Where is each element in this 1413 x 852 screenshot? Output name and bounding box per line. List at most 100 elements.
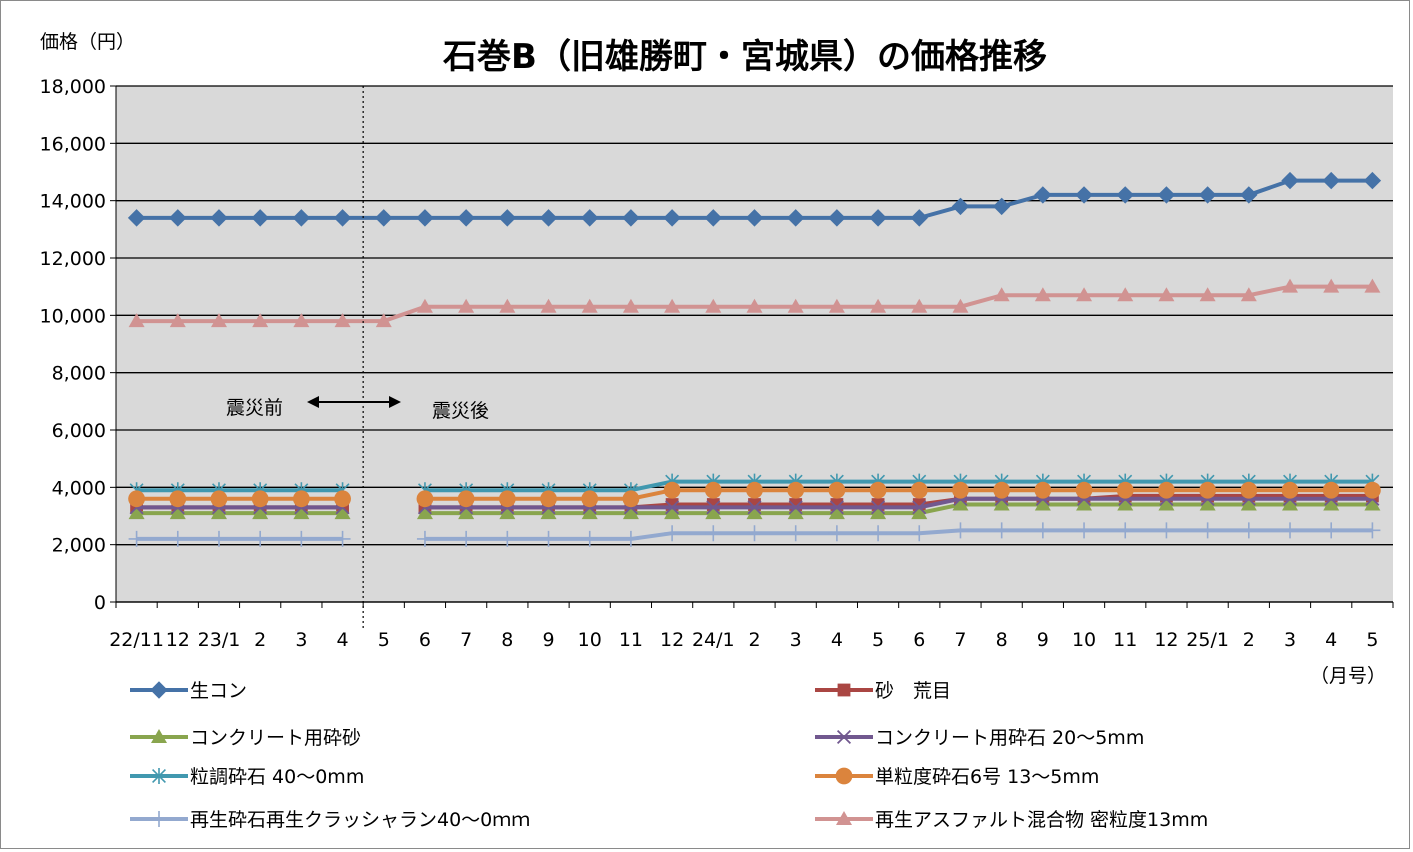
data-point	[127, 209, 146, 227]
y-axis: 0 2,000 4,000 6,000 8,000 10,000 12,000 14,000 1…	[40, 76, 117, 614]
y-tick-label: 2,000	[52, 535, 106, 557]
data-point	[252, 530, 269, 547]
data-point	[869, 481, 887, 499]
series-7	[128, 278, 1381, 328]
legend-label: 単粒度砕石6号 13〜5mm	[875, 766, 1099, 788]
data-point	[828, 525, 845, 542]
data-point	[1282, 522, 1299, 539]
data-point	[746, 481, 763, 499]
data-point	[581, 530, 598, 547]
series-6	[128, 522, 1381, 547]
data-point	[622, 505, 639, 520]
y-tick-label: 18,000	[40, 76, 106, 98]
data-point	[911, 525, 928, 542]
data-point	[910, 209, 928, 227]
data-point	[704, 481, 722, 499]
legend-marker	[836, 729, 852, 745]
data-point	[1281, 481, 1299, 499]
data-point	[292, 209, 311, 227]
legend-item: 砂 荒目	[815, 680, 951, 702]
data-point	[1363, 171, 1382, 190]
data-point	[251, 209, 269, 227]
data-point	[375, 209, 393, 227]
data-point	[704, 209, 723, 227]
data-point	[622, 530, 639, 547]
x-tick-label: 3	[1284, 629, 1296, 651]
data-point	[745, 209, 764, 227]
data-point	[870, 505, 887, 520]
data-point	[1034, 481, 1052, 499]
x-tick-label: 8	[501, 629, 513, 651]
y-tick-label: 12,000	[40, 248, 106, 270]
data-point	[210, 490, 228, 508]
data-point	[1034, 287, 1051, 302]
data-point	[581, 209, 599, 227]
data-point	[1282, 278, 1299, 293]
data-point	[416, 530, 433, 547]
data-point	[705, 505, 722, 520]
data-point	[1364, 481, 1381, 499]
data-point	[169, 313, 186, 328]
data-point	[210, 313, 227, 328]
data-point	[746, 505, 763, 520]
data-point	[128, 313, 145, 328]
x-tick-label: 10	[578, 629, 602, 651]
x-tick-label: 22/11	[109, 629, 164, 651]
data-point	[457, 209, 475, 227]
data-point	[1158, 287, 1175, 302]
legend-item: 生コン	[130, 680, 247, 702]
data-point	[540, 505, 557, 520]
legend-label: コンクリート用砕石 20〜5mm	[875, 727, 1144, 749]
data-point	[869, 209, 887, 227]
data-point	[828, 505, 845, 520]
data-point	[664, 505, 681, 520]
data-point	[663, 481, 681, 499]
data-point	[1322, 171, 1340, 190]
legend-marker	[150, 681, 168, 699]
data-point	[1323, 522, 1340, 539]
x-tick-label: 10	[1072, 629, 1096, 651]
x-tick-label: 5	[378, 629, 390, 651]
data-point	[169, 505, 186, 520]
x-tick-label: 9	[1037, 629, 1049, 651]
x-tick-label: 23/1	[198, 629, 241, 651]
annotation-after: 震災後	[432, 400, 489, 422]
x-tick-label: 3	[790, 629, 802, 651]
data-point	[1240, 287, 1257, 302]
data-point	[1076, 496, 1093, 511]
y-tick-label: 16,000	[40, 133, 106, 155]
data-point	[334, 313, 351, 328]
data-point	[292, 490, 310, 508]
x-tick-label: 6	[913, 629, 925, 651]
legend-item: 単粒度砕石6号 13〜5mm	[815, 766, 1099, 788]
data-point	[1116, 481, 1134, 499]
y-tick-label: 4,000	[52, 477, 106, 499]
data-point	[993, 287, 1010, 302]
x-axis: 22/11 12 23/1 2 3 4 5 6 7 8 9 10 11 12 24/1 2 3 4 5 6 7 8 9 10 1…	[109, 601, 1394, 651]
data-point	[1076, 287, 1093, 302]
x-tick-label: 6	[419, 629, 431, 651]
data-point	[498, 490, 516, 508]
data-point	[664, 298, 681, 313]
data-point	[293, 530, 310, 547]
data-point	[1117, 287, 1134, 302]
series-line	[424, 479, 1373, 493]
data-point	[252, 313, 269, 328]
data-point	[169, 530, 186, 547]
legend-label: 生コン	[190, 680, 247, 702]
plot-area	[116, 86, 1393, 602]
data-point	[581, 298, 598, 313]
x-tick-label: 3	[295, 629, 307, 651]
series-5	[128, 481, 1381, 508]
data-point	[293, 313, 310, 328]
data-point	[1158, 522, 1175, 539]
y-tick-label: 6,000	[52, 420, 106, 442]
data-point	[1117, 496, 1134, 511]
data-point	[746, 298, 763, 313]
data-point	[210, 209, 228, 227]
series-4	[129, 473, 1380, 499]
data-point	[829, 500, 844, 515]
data-point	[1240, 522, 1257, 539]
data-point	[952, 496, 969, 511]
data-point	[457, 490, 475, 508]
